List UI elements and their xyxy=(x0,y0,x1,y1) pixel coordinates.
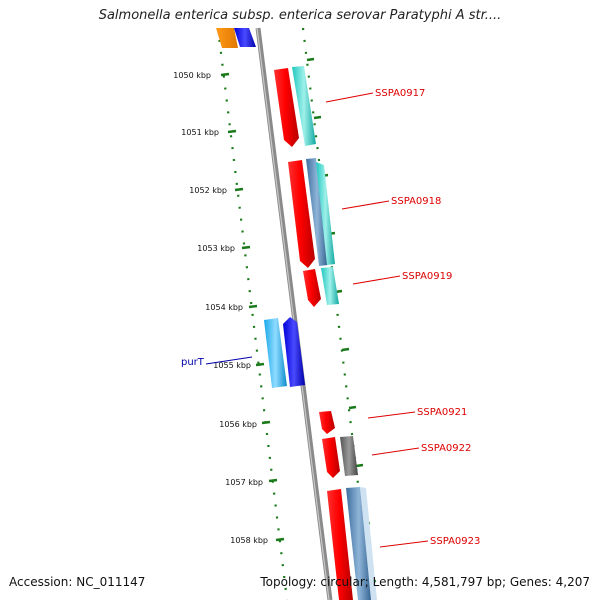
gene-feature-blue[interactable] xyxy=(283,317,305,387)
gene-feature-red[interactable] xyxy=(274,68,299,147)
ruler-tick-label: 1057 kbp xyxy=(225,478,263,487)
gene-feature-red[interactable] xyxy=(288,160,315,268)
ruler-tick-label: 1055 kbp xyxy=(213,361,251,370)
gene-feature-gray[interactable] xyxy=(340,436,358,476)
genome-backbone xyxy=(255,27,333,600)
gene-feature-red[interactable] xyxy=(319,411,335,434)
label-connectors xyxy=(325,92,429,548)
ruler-tick-label: 1051 kbp xyxy=(181,128,219,137)
feature-label-sspa0923[interactable]: SSPA0923 xyxy=(430,536,480,547)
gene-feature-red[interactable] xyxy=(303,269,321,307)
gene-feature-cyan[interactable] xyxy=(264,318,287,388)
gene-feature-red[interactable] xyxy=(322,437,340,478)
feature-label-sspa0919[interactable]: SSPA0919 xyxy=(402,271,452,282)
feature-label-sspa0921[interactable]: SSPA0921 xyxy=(417,407,467,418)
gene-feature-red[interactable] xyxy=(327,489,353,600)
accession-text: Accession: NC_011147 xyxy=(9,575,146,589)
ruler-tick-label: 1056 kbp xyxy=(219,420,257,429)
gene-feature-steel-edge[interactable] xyxy=(360,487,377,600)
feature-label-sspa0922[interactable]: SSPA0922 xyxy=(421,443,471,454)
ruler-tick-label: 1050 kbp xyxy=(173,71,211,80)
genome-backbone-highlight xyxy=(256,27,330,600)
purT-connector xyxy=(205,356,253,365)
ruler-tick-label: 1054 kbp xyxy=(205,303,243,312)
ruler-tick-label: 1058 kbp xyxy=(230,536,268,545)
gene-feature-teal[interactable] xyxy=(316,162,335,265)
feature-label-sspa0918[interactable]: SSPA0918 xyxy=(391,196,441,207)
gene-feature-steel[interactable] xyxy=(306,158,328,266)
left-ruler-track xyxy=(216,27,289,600)
ruler-tick-label: 1052 kbp xyxy=(189,186,227,195)
gene-feature-steel[interactable] xyxy=(346,487,372,600)
gene-feature-teal[interactable] xyxy=(292,66,316,146)
feature-label-sspa0917[interactable]: SSPA0917 xyxy=(375,88,425,99)
genome-summary-text: Topology: circular; Length: 4,581,797 bp… xyxy=(260,575,590,589)
gene-feature-teal[interactable] xyxy=(321,267,339,305)
ruler-tick-label: 1053 kbp xyxy=(197,244,235,253)
ruler-ticks xyxy=(220,72,285,542)
gene-feature-blue-top[interactable] xyxy=(234,28,256,47)
map-title: Salmonella enterica subsp. enterica sero… xyxy=(98,8,502,23)
feature-label-purT[interactable]: purT xyxy=(181,357,205,368)
gene-feature-orange[interactable] xyxy=(216,28,238,48)
